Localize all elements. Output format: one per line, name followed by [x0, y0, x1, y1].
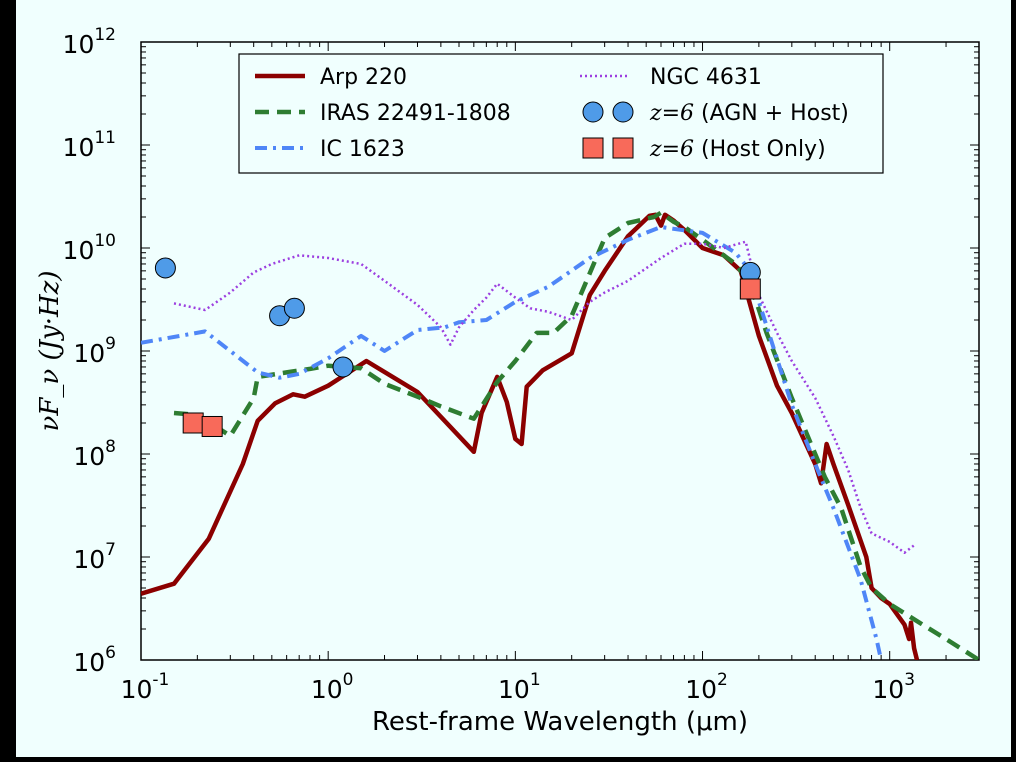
legend-item: z=6 (AGN + Host)	[582, 101, 849, 126]
legend-marker	[612, 137, 634, 159]
marker-layer	[154, 257, 761, 437]
y-tick-label: 107	[73, 540, 116, 574]
x-tick-label: 103	[872, 670, 915, 704]
legend-label: IRAS 22491-1808	[320, 101, 511, 126]
x-tick-label: 101	[498, 670, 541, 704]
host-only-point	[739, 278, 761, 300]
y-tick-label: 108	[73, 437, 116, 471]
series-line-iras-22491-1808	[173, 210, 979, 660]
y-tick-label: 1012	[63, 25, 116, 59]
legend-label: Arp 220	[320, 65, 407, 90]
legend-box	[238, 53, 884, 174]
x-tick-label: 102	[685, 670, 728, 704]
legend: Arp 220 IRAS 22491-1808 IC 1623 NGC 4631 z=6…	[238, 53, 884, 174]
series-layer	[141, 210, 979, 660]
legend-label: z=6 (Host Only)	[649, 137, 826, 162]
y-tick-labels: 106 107 108 109 1010 1011 1012	[63, 25, 116, 677]
x-axis-label: Rest-frame Wavelength (μm)	[372, 707, 748, 737]
legend-item: Arp 220	[255, 65, 407, 90]
legend-item: z=6 (Host Only)	[582, 137, 826, 162]
agn-host-point	[332, 356, 354, 378]
legend-label: NGC 4631	[650, 65, 762, 90]
legend-label: z=6 (AGN + Host)	[649, 101, 849, 126]
legend-marker	[612, 101, 634, 123]
agn-host-point	[283, 297, 305, 319]
series-line-ic-1623	[141, 225, 884, 660]
agn-host-point	[154, 257, 176, 279]
y-tick-label: 1010	[63, 231, 116, 265]
y-tick-label: 1011	[63, 128, 116, 162]
legend-item: IC 1623	[255, 137, 405, 162]
y-axis-label: νF_ν (Jy·Hz)	[35, 271, 65, 432]
axis-ticks	[140, 41, 980, 661]
legend-label: IC 1623	[320, 137, 405, 162]
y-tick-label: 109	[73, 334, 116, 368]
host-only-point	[182, 412, 204, 434]
x-tick-labels: 10-1 100 101 102 103	[121, 670, 915, 704]
host-only-point	[201, 415, 223, 437]
legend-item: IRAS 22491-1808	[255, 101, 511, 126]
y-tick-label: 106	[73, 643, 116, 677]
legend-item: NGC 4631	[580, 65, 762, 90]
legend-marker	[582, 137, 604, 159]
x-tick-label: 10-1	[121, 670, 170, 704]
x-tick-label: 100	[311, 670, 354, 704]
legend-marker	[582, 101, 604, 123]
